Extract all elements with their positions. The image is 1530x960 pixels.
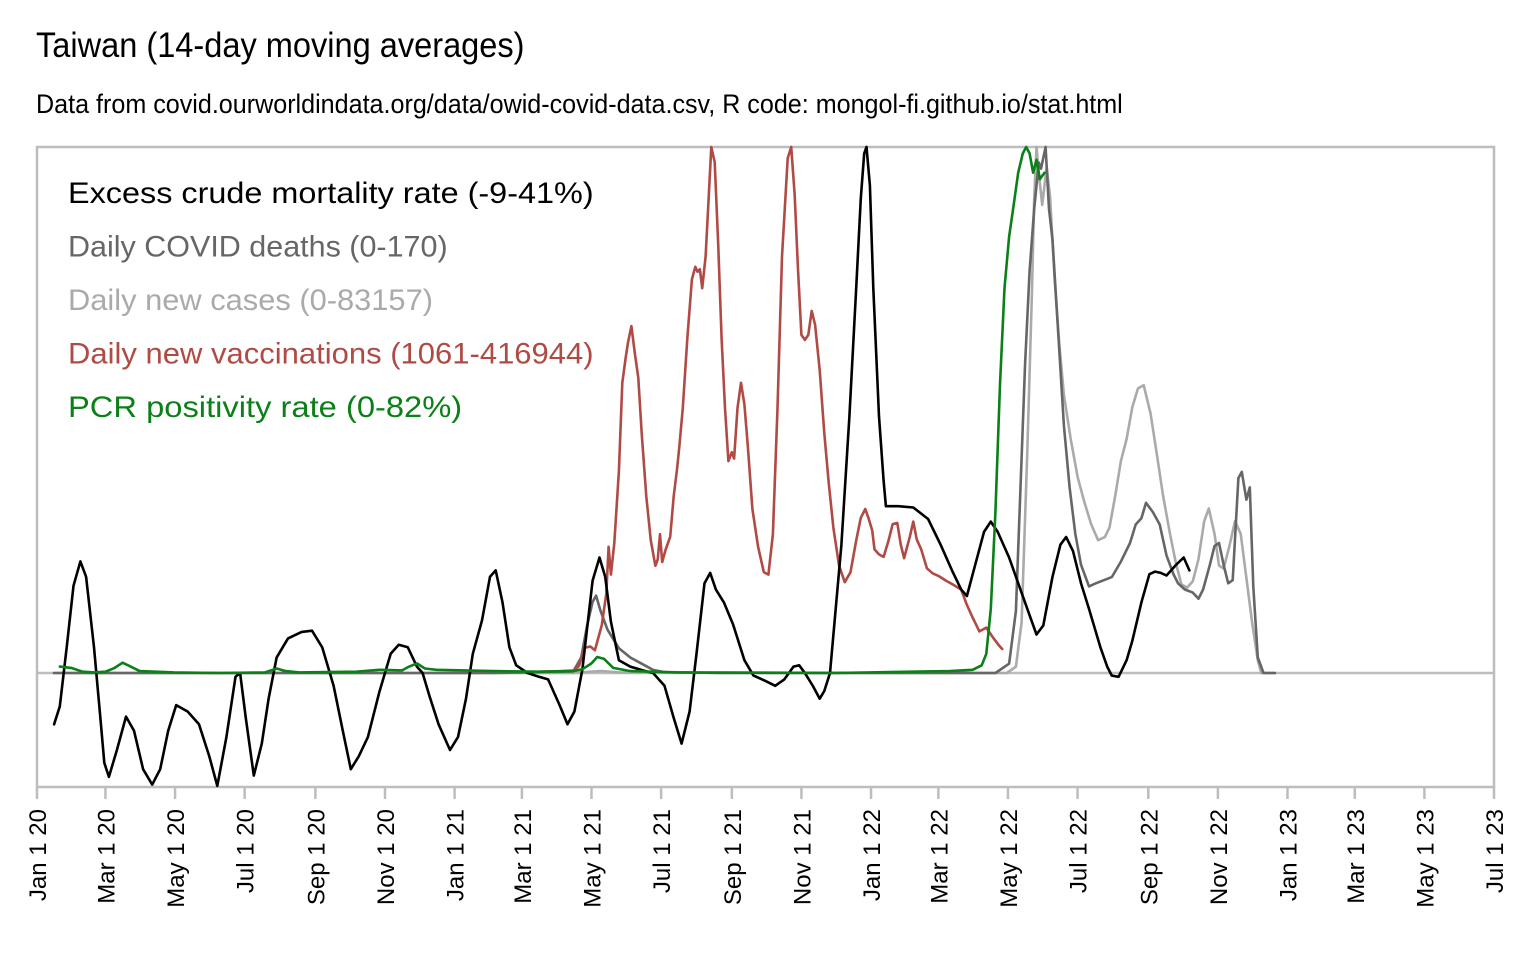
- x-tick-label: Mar 1 22: [926, 809, 953, 904]
- x-tick-label: Jul 1 22: [1066, 809, 1093, 893]
- series-line-daily-covid-deaths: [52, 145, 1277, 675]
- x-tick-label: Jul 1 20: [233, 809, 260, 893]
- x-tick-label: Nov 1 22: [1206, 809, 1233, 905]
- series-line-daily-new-cases: [52, 145, 1277, 675]
- x-tick-label: May 1 20: [163, 809, 190, 908]
- x-tick-label: Nov 1 21: [789, 809, 816, 905]
- x-tick-label: Jan 1 23: [1275, 809, 1302, 901]
- legend-entry: Daily COVID deaths (0-170): [68, 231, 448, 264]
- x-tick-label: Jan 1 21: [443, 809, 470, 901]
- legend: Excess crude mortality rate (-9-41%) Dail…: [68, 177, 594, 424]
- legend-entry: Daily new cases (0-83157): [68, 284, 433, 317]
- x-tick-label: Sep 1 22: [1136, 809, 1163, 905]
- x-tick-label: May 1 22: [996, 809, 1023, 908]
- legend-entry: Daily new vaccinations (1061-416944): [68, 338, 594, 371]
- x-tick-label: May 1 23: [1412, 809, 1439, 908]
- legend-entry: Excess crude mortality rate (-9-41%): [68, 177, 594, 210]
- x-tick-label: Mar 1 21: [510, 809, 537, 904]
- series-line-pcr-positivity-rate: [58, 145, 1046, 675]
- x-tick-label: Jul 1 23: [1482, 809, 1509, 893]
- x-axis-ticks: Jan 1 20 Mar 1 20 May 1 20 Jul 1 20 Sep 1 20…: [25, 787, 1509, 908]
- x-tick-label: Jul 1 21: [649, 809, 676, 893]
- x-tick-label: Jan 1 20: [25, 809, 52, 901]
- series-line-daily-new-vaccinations: [537, 145, 1004, 673]
- plot-frame: [35, 145, 1496, 789]
- x-tick-label: May 1 21: [580, 809, 607, 908]
- chart-title: Taiwan (14-day moving averages): [36, 26, 525, 65]
- x-tick-label: Mar 1 23: [1343, 809, 1370, 904]
- x-tick-label: Jan 1 22: [859, 809, 886, 901]
- x-tick-label: Mar 1 20: [93, 809, 120, 904]
- x-tick-label: Sep 1 20: [303, 809, 330, 905]
- x-tick-label: Sep 1 21: [720, 809, 747, 905]
- legend-entry: PCR positivity rate (0-82%): [68, 391, 462, 424]
- series-layer: [52, 145, 1277, 788]
- chart-subtitle: Data from covid.ourworldindata.org/data/…: [36, 89, 1123, 119]
- x-tick-label: Nov 1 20: [373, 809, 400, 905]
